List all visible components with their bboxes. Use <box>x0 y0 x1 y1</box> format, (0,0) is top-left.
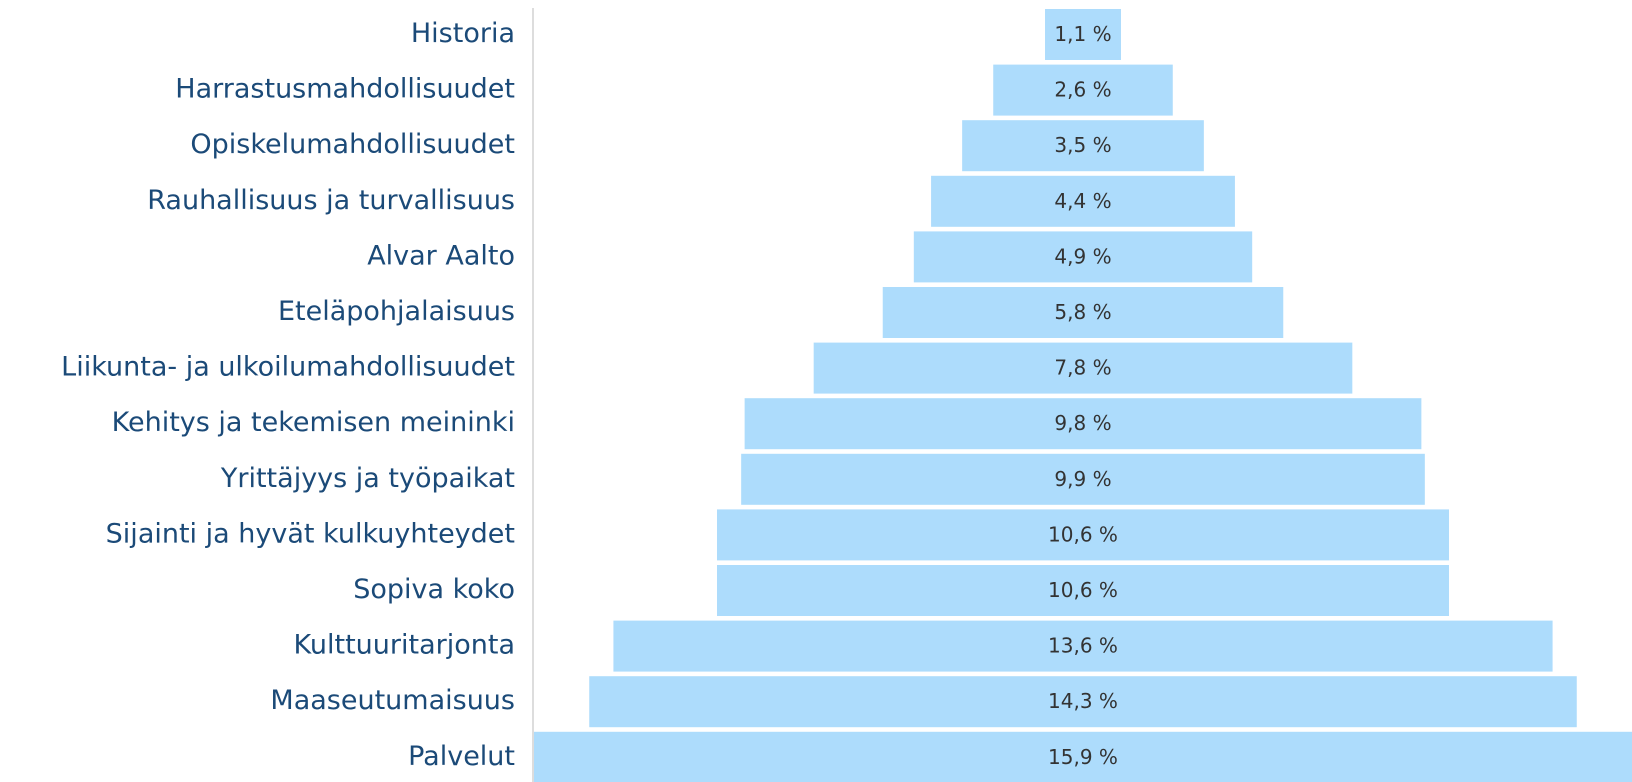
value-label: 10,6 % <box>1048 578 1118 602</box>
category-label: Kulttuuritarjonta <box>294 630 515 661</box>
value-label: 13,6 % <box>1048 634 1118 658</box>
bar <box>931 175 1235 227</box>
bar <box>913 231 1253 283</box>
bar <box>882 287 1284 338</box>
category-label: Eteläpohjalaisuus <box>278 296 515 327</box>
value-label: 10,6 % <box>1048 522 1118 546</box>
value-label: 9,8 % <box>1054 411 1111 435</box>
category-label: Alvar Aalto <box>367 240 515 271</box>
value-label: 14,3 % <box>1048 689 1118 713</box>
category-label: Maaseutumaisuus <box>270 685 515 716</box>
bar <box>589 676 1577 728</box>
value-label: 15,9 % <box>1048 745 1118 769</box>
bar <box>744 398 1422 450</box>
value-label: 2,6 % <box>1054 78 1111 102</box>
bar <box>993 64 1173 116</box>
value-label: 9,9 % <box>1054 467 1111 491</box>
category-label: Sopiva koko <box>353 574 515 605</box>
category-label: Yrittäjyys ja työpaikat <box>220 463 515 494</box>
bar <box>534 731 1632 782</box>
category-label: Sijainti ja hyvät kulkuyhteydet <box>106 518 515 549</box>
category-label: Rauhallisuus ja turvallisuus <box>147 185 515 216</box>
value-label: 4,9 % <box>1054 244 1111 268</box>
bar <box>1045 9 1121 60</box>
category-label: Opiskelumahdollisuudet <box>190 129 515 160</box>
value-label: 7,8 % <box>1054 356 1111 380</box>
bar <box>741 453 1425 505</box>
category-label: Historia <box>411 18 515 49</box>
bar <box>813 342 1353 394</box>
value-label: 3,5 % <box>1054 133 1111 157</box>
bar <box>962 120 1204 172</box>
bar <box>717 509 1449 561</box>
value-label: 4,4 % <box>1054 189 1111 213</box>
value-label: 5,8 % <box>1054 300 1111 324</box>
category-label: Harrastusmahdollisuudet <box>175 74 515 105</box>
category-label: Palvelut <box>408 741 515 772</box>
value-label: 1,1 % <box>1054 22 1111 46</box>
category-label: Liikunta- ja ulkoilumahdollisuudet <box>61 352 515 383</box>
bar <box>613 620 1553 672</box>
bar <box>717 565 1449 616</box>
category-label: Kehitys ja tekemisen meininki <box>112 407 515 438</box>
